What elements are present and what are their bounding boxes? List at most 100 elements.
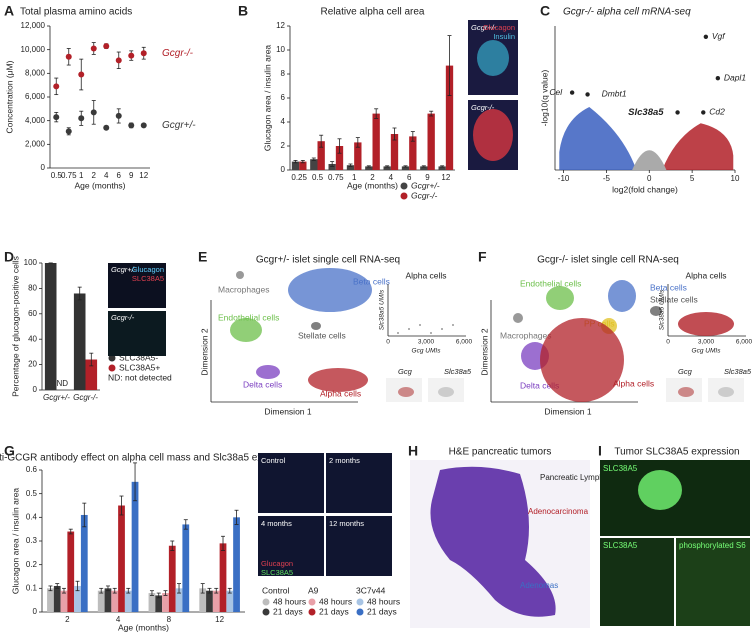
x-tick-label: 12 <box>139 171 148 180</box>
label: SLC38A5 <box>261 568 293 577</box>
y-tick-label: 12,000 <box>21 21 46 30</box>
inset-dot <box>397 332 399 334</box>
y-tick-label: 4,000 <box>25 116 46 125</box>
y-tick-label: 0.6 <box>26 465 38 474</box>
y-tick-label: 0.3 <box>26 536 38 545</box>
point <box>675 110 680 115</box>
point-label: Dapl1 <box>724 72 746 82</box>
inset-dot <box>419 324 421 326</box>
point <box>90 109 97 116</box>
series-label: Gcgr+/- <box>162 120 196 131</box>
label: Glucagon <box>261 559 293 568</box>
x-tick-label: 0.75 <box>61 171 77 180</box>
x-tick-label: 6 <box>407 173 412 182</box>
cluster-label: Delta cells <box>520 380 559 390</box>
bar <box>401 166 410 170</box>
legend-label: Gcgr+/- <box>411 180 440 190</box>
point-label: Dmbt1 <box>602 89 627 99</box>
tumor <box>638 470 682 510</box>
cluster-label: Endothelial cells <box>218 312 279 322</box>
cluster <box>540 318 624 402</box>
bar <box>85 359 98 390</box>
bar <box>233 517 240 612</box>
y-tick-label: 8,000 <box>25 68 46 77</box>
label: Gcg <box>398 367 413 376</box>
point <box>78 115 85 122</box>
inset-dot <box>452 324 454 326</box>
bar <box>155 595 163 612</box>
micrograph <box>108 311 166 356</box>
legend-label: 48 hours <box>273 596 306 606</box>
y-axis-title: Glucagon area / insulin area <box>262 45 272 152</box>
label: Slc38a5 <box>724 367 752 376</box>
y-tick-label: 8 <box>281 69 286 78</box>
bar <box>420 166 428 170</box>
label: Glucagon <box>483 23 515 32</box>
legend-label: SLC38A5- <box>119 352 158 362</box>
x-tick-label: 4 <box>104 171 109 180</box>
cluster-label: Stellate cells <box>650 294 698 304</box>
legend-marker <box>308 608 316 616</box>
legend-label: Gcgr-/- <box>411 190 437 200</box>
label: Gcg <box>678 367 693 376</box>
label: SLC38A5 <box>132 274 164 283</box>
bar <box>80 514 88 612</box>
label: 3,000 <box>418 339 435 346</box>
annotation: Adenomas <box>520 581 558 590</box>
x-tick-label: 0.75 <box>328 173 344 182</box>
micrograph <box>258 516 324 576</box>
legend-label: 21 days <box>367 606 397 616</box>
x-tick-label: 12 <box>215 615 224 624</box>
tile-blob <box>438 387 454 397</box>
bar <box>383 166 391 170</box>
y-tick-label: 4 <box>281 117 286 126</box>
point <box>103 43 110 50</box>
bar <box>124 590 132 612</box>
x-tick-label: -10 <box>558 174 570 183</box>
legend-marker <box>308 598 316 606</box>
y-axis-title: Glucagon area / insulin area <box>10 488 20 595</box>
point <box>128 52 135 59</box>
y-tick-label: 0 <box>281 165 286 174</box>
cloud-down <box>559 107 637 170</box>
bar <box>53 585 61 612</box>
legend-marker <box>400 192 408 200</box>
micrograph <box>676 538 750 626</box>
label: SLC38A5 <box>603 464 638 473</box>
point <box>53 114 60 121</box>
cluster <box>650 306 662 316</box>
x-tick-label: 0 <box>647 174 652 183</box>
bar <box>97 590 105 612</box>
x-tick-label: 8 <box>167 615 172 624</box>
bar <box>118 505 125 612</box>
legend-group: Control <box>262 585 290 595</box>
y-tick-label: 60 <box>28 309 37 318</box>
y-tick-label: 10 <box>276 45 285 54</box>
annotation: Pancreatic Lymph Node <box>540 473 626 482</box>
point <box>585 92 590 97</box>
label: Slc38a5 <box>444 367 472 376</box>
micrograph <box>326 516 392 576</box>
y-axis-title: -log10(q value) <box>539 69 549 126</box>
bar <box>219 543 227 612</box>
y-tick-label: 0 <box>33 607 38 616</box>
y-tick-label: 2,000 <box>25 139 46 148</box>
panel-letter: I <box>598 443 602 459</box>
y-tick-label: 12 <box>276 21 285 30</box>
legend-group: A9 <box>308 585 319 595</box>
y-tick-label: 2 <box>281 141 286 150</box>
bar <box>328 164 336 170</box>
legend-label: 21 days <box>273 606 303 616</box>
label: Gcg UMIs <box>412 348 442 355</box>
label: Gcgr-/- <box>111 313 135 322</box>
legend-marker <box>262 598 270 606</box>
label: Dimension 1 <box>544 406 592 416</box>
label: Gcgr+/- <box>471 23 497 32</box>
cluster <box>546 286 574 310</box>
inset-dot <box>408 328 410 330</box>
x-tick-label: 12 <box>441 173 450 182</box>
micrograph <box>108 263 166 308</box>
legend-label: 48 hours <box>319 596 352 606</box>
